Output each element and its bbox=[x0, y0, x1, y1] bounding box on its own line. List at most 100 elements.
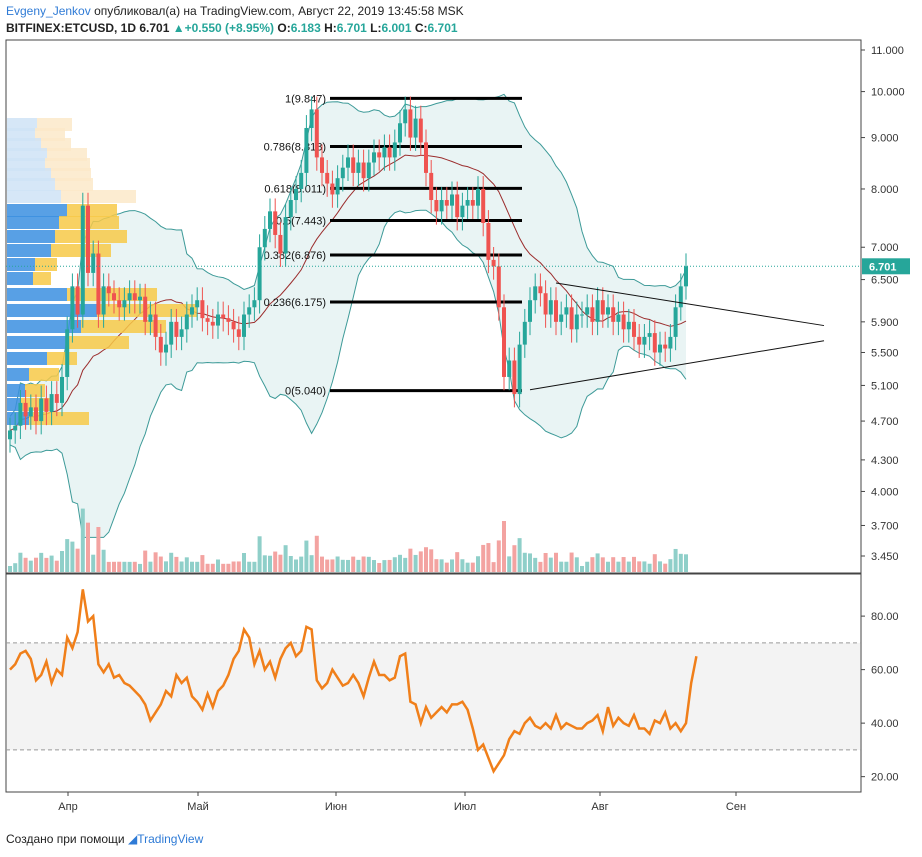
volume-bar bbox=[309, 555, 314, 572]
tradingview-brand[interactable]: TradingView bbox=[137, 832, 204, 846]
candle-body bbox=[418, 118, 423, 143]
candle-body bbox=[65, 329, 70, 377]
volume-profile-bar bbox=[37, 118, 72, 131]
volume-bar bbox=[8, 566, 12, 572]
candle-body bbox=[606, 307, 610, 315]
volume-bar bbox=[278, 554, 283, 572]
volume-bar bbox=[80, 508, 85, 572]
time-axis-label: Июн bbox=[325, 801, 347, 813]
candle-body bbox=[96, 253, 101, 315]
volume-bar bbox=[470, 562, 475, 572]
volume-profile-bar bbox=[55, 230, 127, 243]
volume-bar bbox=[496, 540, 501, 572]
volume-bar bbox=[346, 559, 350, 572]
price-axis-label: 4.000 bbox=[871, 486, 899, 498]
candle-body bbox=[210, 321, 215, 326]
volume-bar bbox=[184, 557, 189, 572]
volume-bar bbox=[257, 536, 262, 572]
candle-body bbox=[408, 109, 413, 138]
volume-profile-bar bbox=[51, 168, 91, 181]
candle-body bbox=[600, 300, 605, 315]
candle-body bbox=[158, 336, 163, 353]
volume-bar bbox=[247, 561, 252, 572]
volume-bar bbox=[44, 557, 49, 572]
volume-bar bbox=[106, 561, 111, 572]
candle-body bbox=[424, 142, 428, 173]
volume-bar bbox=[91, 554, 96, 572]
candle-body bbox=[626, 321, 631, 330]
price-axis-label: 4.700 bbox=[871, 416, 899, 428]
candle-body bbox=[195, 300, 200, 308]
volume-bar bbox=[226, 563, 231, 572]
candle-body bbox=[486, 222, 491, 260]
candle-body bbox=[340, 167, 345, 179]
volume-bar bbox=[320, 556, 324, 572]
volume-bar bbox=[283, 545, 288, 572]
candle-body bbox=[481, 188, 486, 223]
candle-body bbox=[70, 286, 75, 330]
volume-bar bbox=[611, 557, 616, 572]
candle-body bbox=[184, 314, 189, 330]
volume-bar bbox=[403, 557, 408, 572]
candle-body bbox=[132, 293, 137, 301]
candle-body bbox=[548, 300, 553, 315]
candle-body bbox=[554, 300, 558, 322]
rsi-band-fill bbox=[7, 642, 860, 750]
candle-body bbox=[460, 205, 465, 218]
volume-bar bbox=[335, 556, 340, 572]
candle-body bbox=[413, 118, 418, 138]
volume-bar bbox=[507, 556, 512, 572]
volume-bar bbox=[366, 556, 371, 572]
volume-bar bbox=[13, 563, 18, 572]
volume-bar bbox=[559, 561, 564, 572]
volume-bar bbox=[190, 561, 194, 572]
volume-bar bbox=[637, 561, 642, 572]
candle-body bbox=[91, 253, 96, 273]
volume-bar bbox=[600, 557, 605, 572]
volume-bar bbox=[205, 563, 210, 572]
candle-body bbox=[247, 307, 252, 315]
candle-body bbox=[684, 266, 688, 287]
candle-body bbox=[351, 157, 356, 173]
candle-body bbox=[476, 188, 480, 206]
volume-profile-bar bbox=[29, 412, 89, 425]
volume-bar bbox=[361, 556, 366, 572]
volume-profile-bar bbox=[81, 320, 166, 333]
fib-level-label: 0.236(6.175) bbox=[264, 297, 326, 309]
candle-body bbox=[621, 314, 626, 330]
volume-bar bbox=[455, 552, 460, 572]
open-label: O: bbox=[277, 21, 291, 35]
candle-body bbox=[320, 157, 324, 173]
price-axis-label: 7.000 bbox=[871, 242, 899, 254]
price-axis-label: 5.900 bbox=[871, 317, 899, 329]
volume-bar bbox=[101, 549, 106, 572]
price-axis-label: 6.500 bbox=[871, 275, 899, 287]
volume-profile-bar bbox=[7, 178, 55, 191]
candle-body bbox=[372, 152, 376, 163]
volume-bar bbox=[606, 561, 610, 572]
volume-bar bbox=[28, 560, 33, 572]
volume-profile-bar bbox=[7, 168, 51, 181]
candle-body bbox=[143, 296, 148, 322]
volume-profile-bar bbox=[7, 138, 41, 151]
rsi-axis-label: 20.00 bbox=[871, 772, 899, 784]
volume-bar bbox=[70, 541, 75, 572]
candle-body bbox=[429, 172, 434, 201]
candle-body bbox=[346, 157, 350, 168]
volume-bar bbox=[382, 560, 387, 572]
candle-body bbox=[314, 109, 319, 158]
volume-bar bbox=[512, 545, 517, 572]
price-axis-label: 3.700 bbox=[871, 520, 899, 532]
volume-profile-bar bbox=[7, 272, 33, 285]
volume-bar bbox=[538, 561, 543, 572]
candle-body bbox=[398, 123, 402, 143]
volume-bar bbox=[314, 535, 319, 572]
price-change: +0.550 (+8.95%) bbox=[184, 21, 275, 35]
volume-profile-bar bbox=[45, 158, 90, 171]
candle-body bbox=[652, 333, 657, 353]
candle-body bbox=[502, 307, 506, 377]
volume-bar bbox=[444, 562, 449, 572]
author-link[interactable]: Evgeny_Jenkov bbox=[6, 4, 91, 18]
time-axis-label: Сен bbox=[726, 801, 746, 813]
